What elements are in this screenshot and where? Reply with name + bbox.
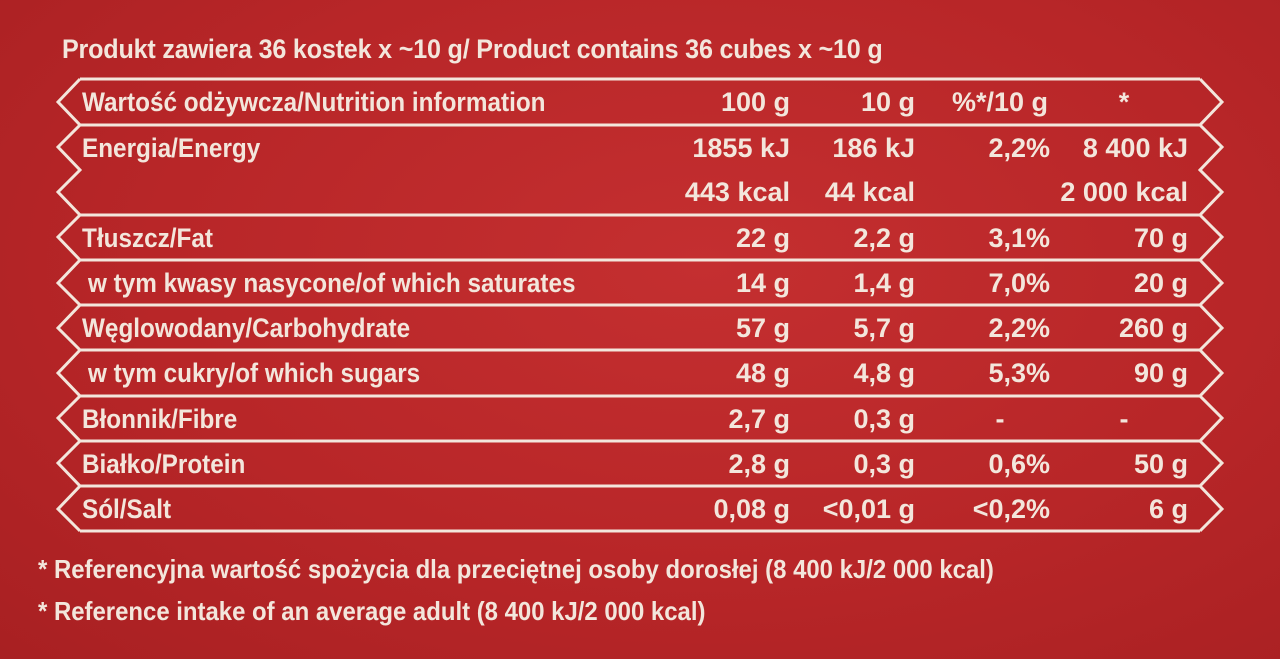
value-100g: 22 g	[735, 223, 790, 253]
table-header-row: Wartość odżywcza/Nutrition information 1…	[0, 80, 1280, 124]
table-row-fat: Tłuszcz/Fat 22 g 2,2 g 3,1% 70 g	[0, 216, 1280, 260]
row-label: Błonnik/Fibre	[82, 404, 238, 434]
energy-kcal-100g: 443 kcal	[684, 177, 790, 207]
energy-kj-100g: 1855 kJ	[692, 133, 790, 163]
value-percent: 2,2%	[988, 313, 1050, 343]
value-ri: 70 g	[1133, 223, 1188, 253]
row-label: Tłuszcz/Fat	[82, 223, 213, 253]
value-10g: 2,2 g	[853, 223, 915, 253]
energy-kj-percent: 2,2%	[988, 133, 1050, 163]
value-100g: 48 g	[735, 358, 790, 388]
header-reference-intake: *	[1118, 87, 1130, 117]
value-percent: 7,0%	[988, 268, 1050, 298]
header-nutrition-info: Wartość odżywcza/Nutrition information	[82, 87, 546, 117]
energy-kj-10g: 186 kJ	[832, 133, 915, 163]
table-row-energy-kcal: 443 kcal 44 kcal 2 000 kcal	[0, 170, 1280, 214]
value-10g: 0,3 g	[853, 449, 915, 479]
value-100g: 0,08 g	[713, 494, 790, 524]
energy-kcal-ri: 2 000 kcal	[1060, 177, 1188, 207]
header-per-10g: 10 g	[860, 87, 915, 117]
table-row-salt: Sól/Salt 0,08 g <0,01 g <0,2% 6 g	[0, 487, 1280, 531]
row-label: w tym kwasy nasycone/of which saturates	[88, 268, 576, 298]
header-per-100g: 100 g	[720, 87, 790, 117]
table-row-carbohydrate: Węglowodany/Carbohydrate 57 g 5,7 g 2,2%…	[0, 306, 1280, 350]
value-100g: 57 g	[735, 313, 790, 343]
value-ri: 90 g	[1133, 358, 1188, 388]
value-ri: 6 g	[1148, 494, 1188, 524]
table-row-sugars: w tym cukry/of which sugars 48 g 4,8 g 5…	[0, 351, 1280, 395]
header-percent-ri: %*/10 g	[951, 87, 1049, 117]
value-10g: <0,01 g	[822, 494, 915, 524]
table-row-fibre: Błonnik/Fibre 2,7 g 0,3 g - -	[0, 397, 1280, 441]
footnote-polish: * Referencyjna wartość spożycia dla prze…	[38, 554, 994, 584]
value-percent: 5,3%	[988, 358, 1050, 388]
value-10g: 4,8 g	[853, 358, 915, 388]
value-ri: 50 g	[1133, 449, 1188, 479]
value-10g: 5,7 g	[853, 313, 915, 343]
table-row-protein: Białko/Protein 2,8 g 0,3 g 0,6% 50 g	[0, 442, 1280, 486]
product-contents-header: Produkt zawiera 36 kostek x ~10 g/ Produ…	[62, 34, 883, 64]
row-label: Sól/Salt	[82, 494, 172, 524]
value-ri: 260 g	[1118, 313, 1188, 343]
value-ri: 20 g	[1133, 268, 1188, 298]
row-label: w tym cukry/of which sugars	[88, 358, 421, 388]
value-percent: 3,1%	[988, 223, 1050, 253]
row-label: Węglowodany/Carbohydrate	[82, 313, 411, 343]
value-percent: 0,6%	[988, 449, 1050, 479]
footnote-english: * Reference intake of an average adult (…	[38, 596, 706, 626]
value-percent: <0,2%	[972, 494, 1050, 524]
row-label: Białko/Protein	[82, 449, 246, 479]
energy-kj-ri: 8 400 kJ	[1082, 133, 1188, 163]
value-10g: 1,4 g	[853, 268, 915, 298]
value-10g: 0,3 g	[853, 404, 915, 434]
table-row-energy-kj: Energia/Energy 1855 kJ 186 kJ 2,2% 8 400…	[0, 126, 1280, 170]
value-ri: -	[1119, 404, 1129, 434]
energy-label: Energia/Energy	[82, 133, 261, 163]
energy-kcal-10g: 44 kcal	[824, 177, 915, 207]
value-percent: -	[995, 404, 1005, 434]
table-row-saturates: w tym kwasy nasycone/of which saturates …	[0, 261, 1280, 305]
value-100g: 2,7 g	[728, 404, 790, 434]
value-100g: 14 g	[735, 268, 790, 298]
value-100g: 2,8 g	[728, 449, 790, 479]
